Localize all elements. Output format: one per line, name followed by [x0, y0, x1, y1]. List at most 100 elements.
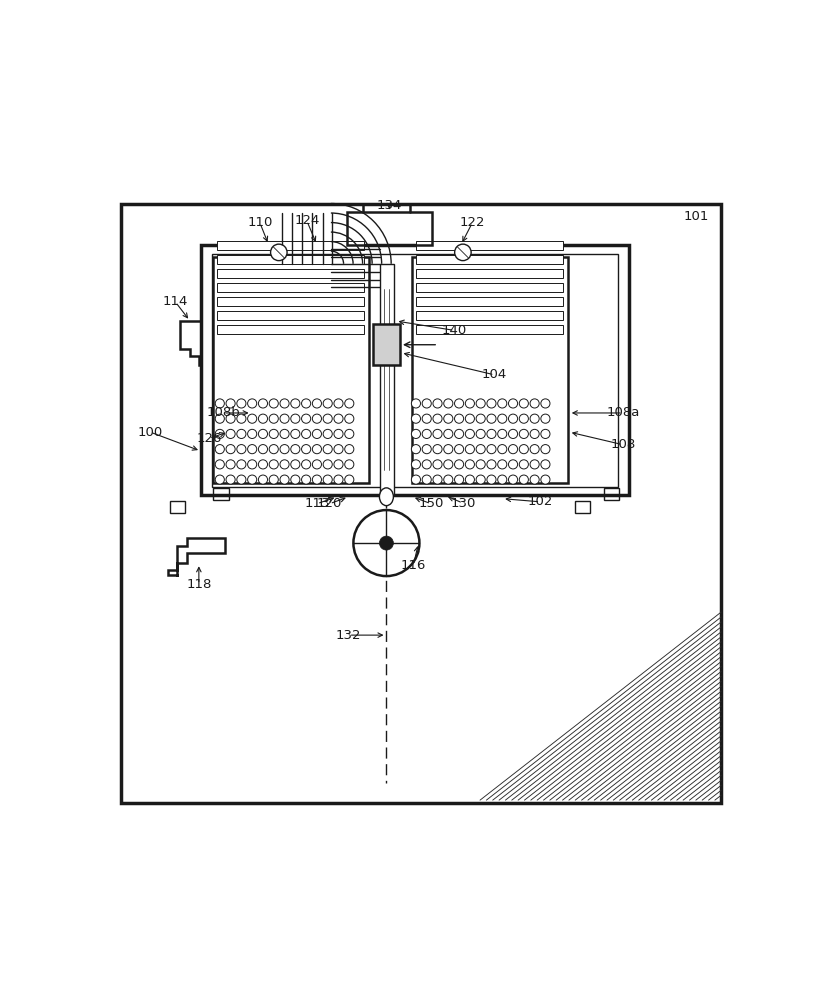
Circle shape	[301, 399, 310, 408]
Circle shape	[215, 429, 224, 438]
Circle shape	[334, 445, 343, 454]
Text: 102: 102	[527, 495, 553, 508]
Circle shape	[312, 399, 322, 408]
Circle shape	[444, 399, 453, 408]
Circle shape	[486, 445, 496, 454]
Circle shape	[345, 460, 354, 469]
Circle shape	[498, 475, 507, 484]
Bar	[416, 269, 563, 278]
Circle shape	[476, 414, 485, 423]
Circle shape	[345, 414, 354, 423]
Bar	[604, 488, 619, 500]
Circle shape	[237, 399, 246, 408]
Circle shape	[226, 445, 235, 454]
Circle shape	[433, 414, 442, 423]
Circle shape	[541, 445, 550, 454]
Circle shape	[215, 475, 224, 484]
Bar	[216, 283, 364, 292]
Circle shape	[465, 445, 474, 454]
Circle shape	[269, 414, 278, 423]
Circle shape	[498, 399, 507, 408]
Circle shape	[291, 460, 300, 469]
Circle shape	[486, 414, 496, 423]
Bar	[211, 254, 618, 487]
Circle shape	[334, 460, 343, 469]
Bar	[416, 297, 563, 306]
Circle shape	[530, 399, 539, 408]
Text: 101: 101	[683, 210, 708, 223]
Circle shape	[247, 460, 256, 469]
Circle shape	[280, 460, 289, 469]
Circle shape	[226, 475, 235, 484]
Circle shape	[379, 536, 393, 550]
Circle shape	[237, 460, 246, 469]
Circle shape	[465, 399, 474, 408]
Circle shape	[226, 399, 235, 408]
Circle shape	[455, 414, 464, 423]
Circle shape	[411, 429, 420, 438]
Circle shape	[455, 244, 471, 261]
Circle shape	[476, 399, 485, 408]
Circle shape	[237, 429, 246, 438]
Circle shape	[215, 414, 224, 423]
Circle shape	[519, 429, 528, 438]
Circle shape	[498, 414, 507, 423]
Circle shape	[444, 414, 453, 423]
Circle shape	[258, 445, 268, 454]
Circle shape	[324, 475, 333, 484]
Circle shape	[422, 475, 432, 484]
Circle shape	[312, 445, 322, 454]
Text: 120: 120	[317, 497, 342, 510]
Circle shape	[541, 429, 550, 438]
Circle shape	[476, 429, 485, 438]
Circle shape	[280, 475, 289, 484]
Circle shape	[215, 460, 224, 469]
Circle shape	[354, 510, 419, 576]
Text: 100: 100	[138, 426, 163, 439]
Circle shape	[258, 475, 268, 484]
Circle shape	[519, 475, 528, 484]
Circle shape	[291, 475, 300, 484]
Circle shape	[291, 445, 300, 454]
Bar	[412, 257, 568, 483]
Circle shape	[270, 244, 287, 261]
Circle shape	[433, 460, 442, 469]
Circle shape	[334, 429, 343, 438]
Circle shape	[301, 460, 310, 469]
Circle shape	[455, 475, 464, 484]
Circle shape	[455, 399, 464, 408]
Circle shape	[486, 475, 496, 484]
Circle shape	[455, 429, 464, 438]
Circle shape	[280, 399, 289, 408]
Circle shape	[486, 399, 496, 408]
Circle shape	[444, 429, 453, 438]
Circle shape	[465, 429, 474, 438]
Circle shape	[476, 475, 485, 484]
Circle shape	[280, 429, 289, 438]
Circle shape	[258, 414, 268, 423]
Circle shape	[541, 475, 550, 484]
Circle shape	[334, 399, 343, 408]
Circle shape	[433, 445, 442, 454]
Circle shape	[455, 460, 464, 469]
Circle shape	[345, 429, 354, 438]
Circle shape	[509, 399, 518, 408]
Bar	[416, 283, 563, 292]
Circle shape	[269, 429, 278, 438]
Circle shape	[301, 429, 310, 438]
Circle shape	[269, 399, 278, 408]
Circle shape	[324, 414, 333, 423]
Circle shape	[486, 460, 496, 469]
Circle shape	[312, 429, 322, 438]
Circle shape	[519, 399, 528, 408]
Circle shape	[280, 445, 289, 454]
Circle shape	[498, 460, 507, 469]
Bar	[216, 255, 364, 264]
Circle shape	[509, 429, 518, 438]
Circle shape	[258, 399, 268, 408]
Circle shape	[411, 475, 420, 484]
Circle shape	[465, 414, 474, 423]
Circle shape	[215, 399, 224, 408]
Circle shape	[301, 475, 310, 484]
Circle shape	[247, 475, 256, 484]
